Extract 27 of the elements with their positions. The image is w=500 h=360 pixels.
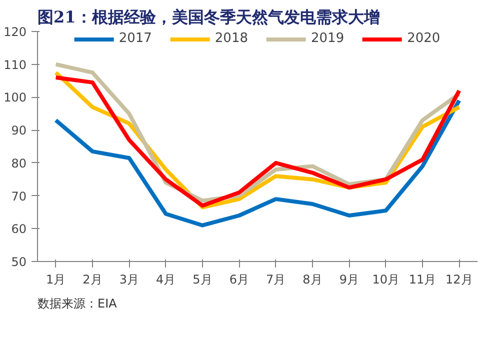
- legend-label: 2019: [311, 31, 344, 46]
- x-tick-label: 6月: [229, 272, 249, 286]
- y-tick-label: 60: [11, 222, 27, 236]
- x-tick-label: 8月: [302, 272, 322, 286]
- x-tick-label: 3月: [119, 272, 139, 286]
- legend-label: 2018: [214, 31, 248, 46]
- x-tick-label: 1月: [46, 272, 66, 286]
- x-tick-label: 4月: [156, 272, 176, 286]
- y-tick-label: 90: [11, 124, 27, 138]
- y-tick-label: 110: [4, 58, 26, 72]
- y-tick-label: 120: [4, 25, 26, 39]
- x-tick-label: 2月: [82, 272, 102, 286]
- x-tick-label: 10月: [372, 272, 400, 286]
- x-tick-label: 7月: [266, 272, 286, 286]
- y-tick-label: 100: [4, 90, 26, 105]
- x-tick-label: 12月: [446, 272, 473, 286]
- y-tick-label: 80: [11, 156, 27, 170]
- legend-label: 2020: [407, 31, 440, 46]
- legend-label: 2017: [118, 31, 152, 46]
- x-tick-label: 5月: [192, 272, 212, 286]
- source-note: 数据来源：EIA: [38, 296, 118, 310]
- chart-title: 图21：根据经验，美国冬季天然气发电需求大增: [38, 8, 380, 26]
- x-tick-label: 11月: [408, 272, 436, 286]
- y-tick-label: 50: [11, 255, 27, 269]
- line-series: [54, 98, 462, 228]
- y-tick-label: 70: [11, 189, 27, 204]
- x-tick-label: 9月: [339, 272, 359, 286]
